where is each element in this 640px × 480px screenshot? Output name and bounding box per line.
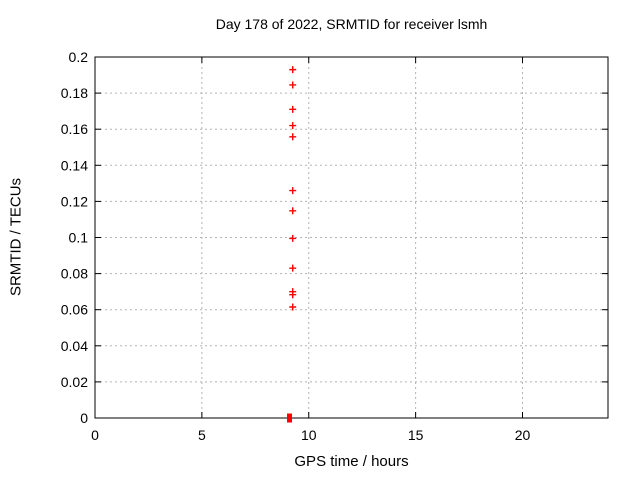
data-point-plus	[289, 122, 297, 130]
data-point-plus	[289, 207, 297, 215]
data-point-plus	[289, 81, 297, 89]
x-tick-label: 20	[515, 427, 531, 443]
data-point-plus	[289, 234, 297, 242]
data-point-plus	[289, 291, 297, 299]
x-tick-label: 5	[198, 427, 206, 443]
y-tick-label: 0.12	[61, 193, 88, 209]
y-tick-label: 0.1	[69, 230, 89, 246]
y-tick-label: 0	[80, 410, 88, 426]
data-point-plus	[289, 303, 297, 311]
data-point-plus	[289, 133, 297, 141]
data-point-plus	[289, 264, 297, 272]
x-axis-label: GPS time / hours	[294, 453, 409, 470]
y-tick-label: 0.06	[61, 302, 88, 318]
y-tick-label: 0.14	[61, 157, 88, 173]
y-tick-label: 0.04	[61, 338, 88, 354]
y-tick-label: 0.18	[61, 85, 88, 101]
x-tick-label: 10	[301, 427, 317, 443]
data-point-plus	[289, 187, 297, 195]
y-tick-label: 0.16	[61, 121, 88, 137]
y-tick-label: 0.02	[61, 374, 88, 390]
data-point-plus	[289, 66, 297, 74]
x-tick-label: 0	[91, 427, 99, 443]
x-tick-label: 15	[408, 427, 424, 443]
y-tick-label: 0.08	[61, 266, 88, 282]
y-tick-label: 0.2	[69, 49, 89, 65]
data-point-plus	[289, 105, 297, 113]
data-point-square	[287, 413, 293, 423]
chart-title: Day 178 of 2022, SRMTID for receiver lsm…	[215, 16, 488, 32]
